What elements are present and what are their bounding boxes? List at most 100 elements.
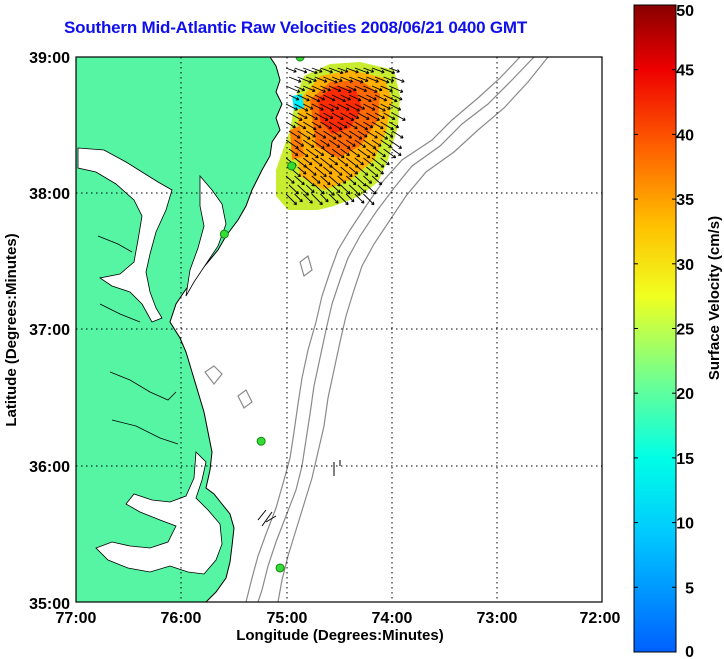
radar-station-marker xyxy=(275,563,285,573)
velocity-arrow xyxy=(331,94,346,103)
colorbar-tick-label: 35 xyxy=(676,192,694,209)
velocity-arrow xyxy=(337,175,347,184)
velocity-arrow xyxy=(331,184,341,193)
velocity-arrow xyxy=(297,148,309,158)
velocity-arrow xyxy=(349,76,364,84)
velocity-arrow xyxy=(371,175,383,186)
velocity-arrow xyxy=(294,121,307,130)
velocity-arrow xyxy=(354,67,370,75)
velocity-arrow xyxy=(346,85,357,92)
velocity-arrow xyxy=(366,112,380,121)
velocity-arrow xyxy=(363,139,377,149)
velocity-arrow xyxy=(348,148,361,158)
velocity-arrow xyxy=(357,166,369,176)
radar-station-marker xyxy=(219,229,229,239)
velocity-arrow xyxy=(340,166,353,178)
velocity-arrow xyxy=(345,103,360,112)
velocity-arrow xyxy=(346,67,359,74)
lon-tick-label: 77:00 xyxy=(56,610,97,627)
velocity-arrow xyxy=(303,67,318,75)
colorbar-tick-label: 15 xyxy=(676,451,694,468)
velocity-arrow xyxy=(374,76,390,84)
colorbar-tick-label: 50 xyxy=(676,3,694,20)
velocity-arrow xyxy=(305,148,319,159)
colorbar-tick-label: 10 xyxy=(676,516,694,533)
velocity-arrow xyxy=(311,67,323,73)
lon-tick-label: 75:00 xyxy=(267,610,308,627)
velocity-arrow xyxy=(297,184,309,196)
velocity-arrow xyxy=(328,103,340,110)
velocity-arrow xyxy=(374,112,386,119)
velocity-arrow xyxy=(328,139,341,148)
velocity-arrow xyxy=(337,121,348,129)
velocity-arrow xyxy=(337,157,349,167)
velocity-arrow xyxy=(389,85,404,93)
velocity-arrow xyxy=(320,175,331,186)
velocity-arrow xyxy=(371,67,385,74)
colorbar-tick-label: 30 xyxy=(676,257,694,274)
velocity-arrow xyxy=(371,103,386,112)
isobath-contours xyxy=(204,57,549,602)
lon-tick-label: 74:00 xyxy=(372,610,413,627)
lat-tick-label: 35:00 xyxy=(29,596,70,613)
velocity-arrow xyxy=(311,85,326,93)
velocity-arrow xyxy=(328,121,343,131)
radar-stations xyxy=(219,57,305,573)
velocity-arrow xyxy=(302,193,313,204)
y-axis-label: Latitude (Degrees:Minutes) xyxy=(3,233,20,426)
plot-area xyxy=(76,57,602,602)
velocity-arrow xyxy=(285,85,301,93)
velocity-arrow xyxy=(357,112,370,120)
velocity-arrow xyxy=(348,184,361,196)
velocity-arrow xyxy=(340,112,355,121)
velocity-arrow xyxy=(323,184,335,196)
velocity-arrow xyxy=(392,94,403,101)
velocity-arrow xyxy=(363,85,378,93)
velocity-arrow xyxy=(357,148,371,159)
velocity-arrow xyxy=(297,94,310,102)
velocity-arrow xyxy=(294,103,309,112)
graticule xyxy=(76,57,602,602)
velocity-arrow xyxy=(311,139,325,149)
velocity-arrow xyxy=(305,130,316,138)
velocity-arrow xyxy=(288,76,302,83)
velocity-arrow xyxy=(331,112,344,120)
velocity-arrow xyxy=(348,166,359,175)
velocity-arrow xyxy=(331,76,343,83)
lat-tick-label: 36:00 xyxy=(29,459,70,476)
velocity-arrow xyxy=(305,166,317,176)
velocity-arrow xyxy=(357,130,368,138)
velocity-arrow xyxy=(320,157,333,168)
velocity-arrow xyxy=(314,166,327,178)
velocity-arrow xyxy=(285,139,299,149)
velocity-vectors xyxy=(285,67,406,206)
velocity-arrow xyxy=(302,157,313,166)
velocity-arrow xyxy=(306,94,321,103)
colorbar-tick-label: 45 xyxy=(676,63,694,80)
velocity-arrow xyxy=(285,67,297,73)
velocity-arrow xyxy=(366,184,377,195)
velocity-arrow xyxy=(328,193,339,204)
velocity-arrow xyxy=(374,130,389,140)
velocity-arrow xyxy=(311,175,321,184)
velocity-arrow xyxy=(288,94,300,101)
velocity-arrow xyxy=(323,166,333,175)
velocity-arrow xyxy=(391,148,402,156)
velocity-arrow xyxy=(366,148,376,156)
velocity-arrow xyxy=(354,193,365,204)
velocity-arrow xyxy=(337,67,349,73)
velocity-arrow xyxy=(302,121,317,131)
velocity-arrow xyxy=(348,112,360,119)
velocity-arrow xyxy=(354,121,369,131)
sound-water xyxy=(95,451,223,575)
velocity-arrow xyxy=(371,157,385,168)
lat-tick-labels: 35:00 36:00 37:00 38:00 39:00 xyxy=(29,50,70,613)
velocity-arrow xyxy=(345,139,356,147)
velocity-arrow xyxy=(302,175,315,187)
colorbar-tick-label: 25 xyxy=(676,322,694,339)
velocity-arrow xyxy=(337,103,350,111)
colorbar: 0 5 10 15 20 25 30 35 40 45 50 Surface Velocity (c… xyxy=(633,3,723,659)
velocity-arrow xyxy=(380,85,393,93)
bay-water xyxy=(185,174,227,297)
